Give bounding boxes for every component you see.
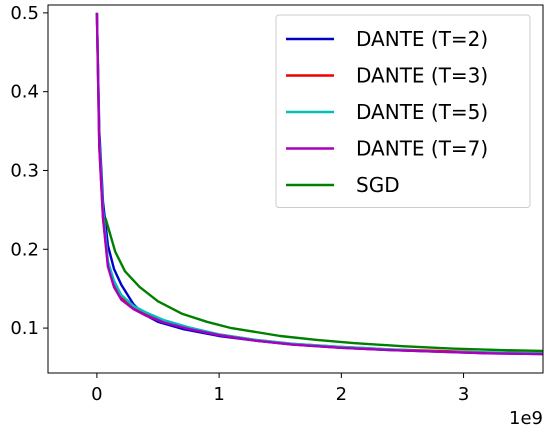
x-tick-label: 2 bbox=[336, 384, 347, 405]
y-tick-label: 0.2 bbox=[10, 239, 39, 260]
y-tick-label: 0.4 bbox=[10, 82, 39, 103]
x-axis-multiplier-label: 1e9 bbox=[509, 408, 543, 429]
y-tick-label: 0.3 bbox=[10, 160, 39, 181]
legend-label: DANTE (T=5) bbox=[356, 100, 488, 124]
series-layer bbox=[95, 12, 543, 356]
y-tick-label: 0.5 bbox=[10, 3, 39, 24]
x-tick-label: 0 bbox=[91, 384, 102, 405]
legend-label: DANTE (T=3) bbox=[356, 64, 488, 88]
legend-box bbox=[275, 14, 531, 208]
x-tick-label: 3 bbox=[458, 384, 469, 405]
series-line-5 bbox=[104, 217, 543, 353]
plot-frame bbox=[47, 4, 544, 374]
x-tick-label: 1 bbox=[213, 384, 224, 405]
legend-label: DANTE (T=2) bbox=[356, 27, 488, 51]
y-tick-label: 0.1 bbox=[10, 318, 39, 339]
series-line-4 bbox=[95, 12, 543, 356]
legend: DANTE (T=2) DANTE (T=3) DANTE (T=5) DANTE (… bbox=[275, 14, 531, 208]
legend-label: DANTE (T=7) bbox=[356, 137, 488, 161]
axis-layer: 0 1 2 3 0.1 0.2 0.3 0.4 0.5 bbox=[10, 3, 469, 405]
legend-label: SGD bbox=[356, 173, 400, 197]
